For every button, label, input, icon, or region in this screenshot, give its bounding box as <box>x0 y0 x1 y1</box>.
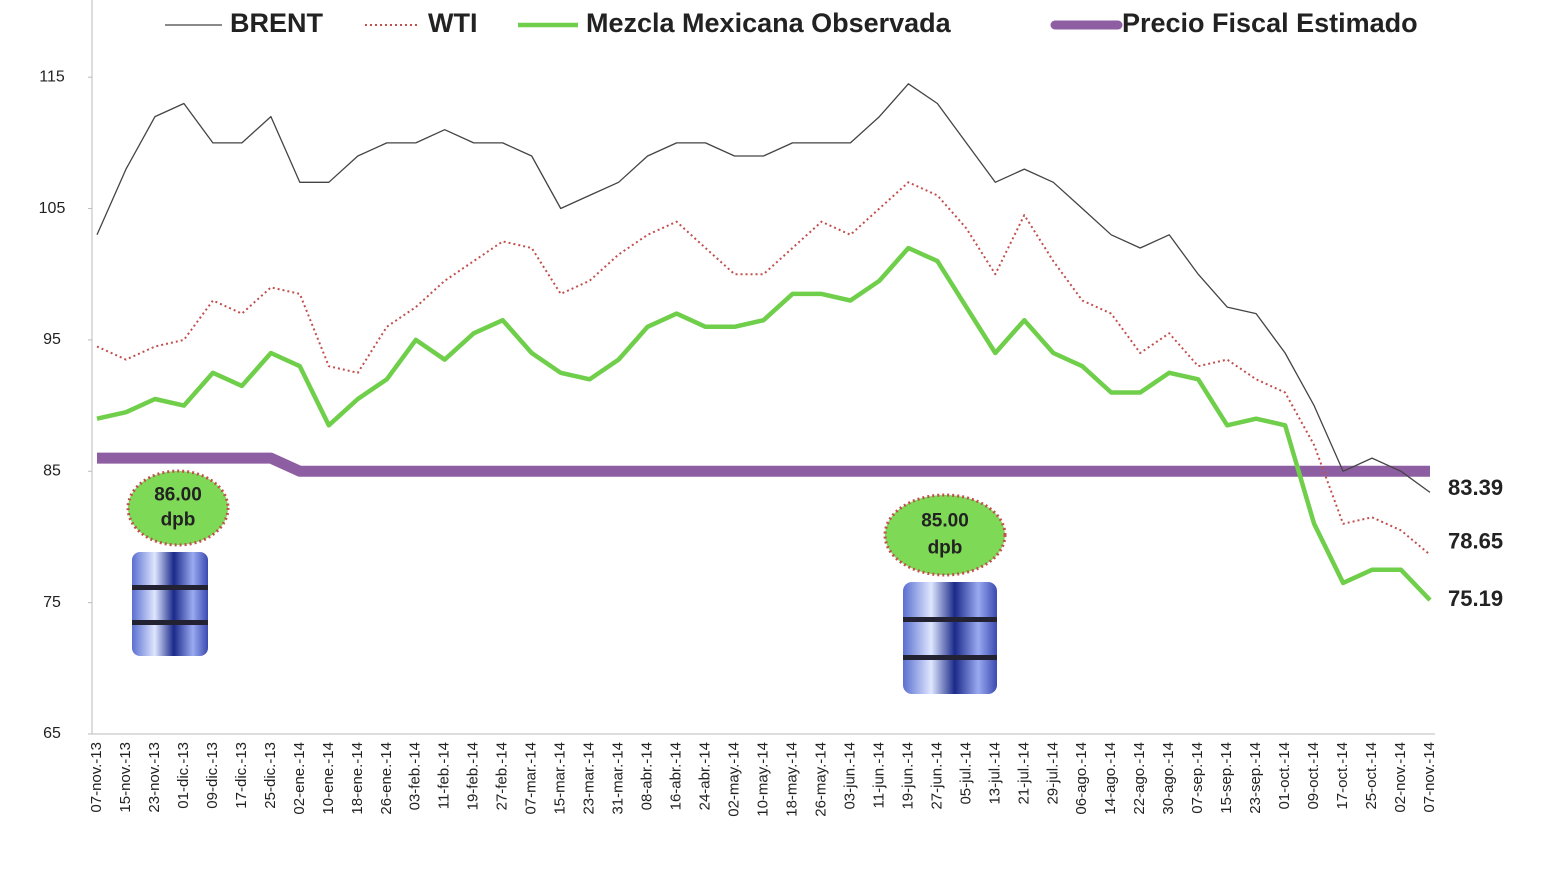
x-tick-label: 03-feb.-14 <box>407 742 424 810</box>
x-tick-label: 15-sep.-14 <box>1218 742 1235 814</box>
legend-label: Precio Fiscal Estimado <box>1122 8 1418 38</box>
x-tick-label: 15-nov.-13 <box>117 742 134 813</box>
x-tick-label: 31-mar.-14 <box>610 742 627 815</box>
end-value-label: 75.19 <box>1448 586 1503 611</box>
x-tick-label: 07-nov.-14 <box>1421 742 1438 813</box>
x-tick-label: 17-dic.-13 <box>233 742 250 809</box>
x-tick-label: 08-abr.-14 <box>639 742 656 810</box>
end-value-label: 83.39 <box>1448 475 1503 500</box>
x-tick-label: 02-ene.-14 <box>291 742 308 815</box>
y-tick-label: 115 <box>39 68 65 85</box>
x-tick-label: 09-oct.-14 <box>1305 742 1322 810</box>
x-tick-label: 29-jul.-14 <box>1044 742 1061 805</box>
x-tick-label: 13-jul.-14 <box>986 742 1003 805</box>
annotation-bubble <box>883 493 1007 577</box>
annotation-text: dpb <box>161 510 196 531</box>
x-tick-label: 16-abr.-14 <box>668 742 685 810</box>
x-tick-label: 21-jul.-14 <box>1015 742 1032 805</box>
x-tick-label: 02-nov.-14 <box>1392 742 1409 813</box>
y-tick-label: 95 <box>43 331 61 348</box>
x-tick-label: 11-jun.-14 <box>870 742 887 808</box>
y-tick-label: 65 <box>43 725 61 742</box>
x-tick-label: 19-jun.-14 <box>899 742 916 810</box>
legend-label: BRENT <box>230 8 324 38</box>
x-tick-label: 07-sep.-14 <box>1189 742 1206 814</box>
legend-label: WTI <box>428 8 477 38</box>
x-tick-label: 05-jul.-14 <box>957 742 974 805</box>
x-tick-label: 07-mar.-14 <box>523 742 540 815</box>
x-tick-label: 01-oct.-14 <box>1276 742 1293 810</box>
annotation-bubble <box>126 469 230 547</box>
x-tick-label: 14-ago.-14 <box>1102 742 1119 815</box>
annotation-text: dpb <box>928 538 963 559</box>
series-line <box>96 83 1431 493</box>
x-tick-label: 27-feb.-14 <box>494 742 511 810</box>
x-tick-label: 25-dic.-13 <box>262 742 279 809</box>
x-tick-label: 06-ago.-14 <box>1073 742 1090 815</box>
x-tick-label: 22-ago.-14 <box>1131 742 1148 815</box>
annotation-text: 85.00 <box>921 511 969 532</box>
x-tick-label: 02-may.-14 <box>725 742 742 817</box>
barrel-icon <box>132 552 208 656</box>
x-tick-label: 26-may.-14 <box>812 742 829 817</box>
x-tick-label: 30-ago.-14 <box>1160 742 1177 815</box>
x-tick-label: 10-may.-14 <box>754 742 771 817</box>
x-tick-label: 23-sep.-14 <box>1247 742 1264 814</box>
x-tick-label: 18-may.-14 <box>783 742 800 817</box>
y-tick-label: 75 <box>43 594 61 611</box>
x-tick-label: 17-oct.-14 <box>1334 742 1351 810</box>
x-tick-label: 09-dic.-13 <box>204 742 221 809</box>
x-tick-label: 25-oct.-14 <box>1363 742 1380 810</box>
x-tick-label: 18-ene.-14 <box>349 742 366 815</box>
x-tick-label: 07-nov.-13 <box>88 742 105 813</box>
barrel-icon <box>903 582 997 694</box>
series-line <box>96 245 1432 602</box>
x-tick-label: 10-ene.-14 <box>320 742 337 815</box>
x-tick-label: 11-feb.-14 <box>436 742 453 809</box>
y-tick-label: 105 <box>39 200 66 217</box>
x-tick-label: 03-jun.-14 <box>841 742 858 810</box>
end-value-label: 78.65 <box>1448 529 1503 554</box>
x-tick-label: 23-mar.-14 <box>581 742 598 815</box>
series-line <box>96 181 1431 556</box>
x-tick-label: 26-ene.-14 <box>378 742 395 815</box>
series-line <box>97 452 1430 477</box>
x-tick-label: 24-abr.-14 <box>697 742 714 810</box>
x-tick-label: 27-jun.-14 <box>928 742 945 810</box>
x-tick-label: 23-nov.-13 <box>146 742 163 813</box>
x-tick-label: 15-mar.-14 <box>552 742 569 815</box>
x-tick-label: 19-feb.-14 <box>465 742 482 810</box>
annotation-text: 86.00 <box>154 485 202 506</box>
x-tick-label: 01-dic.-13 <box>175 742 192 809</box>
y-tick-label: 85 <box>43 462 61 479</box>
legend-label: Mezcla Mexicana Observada <box>586 8 952 38</box>
